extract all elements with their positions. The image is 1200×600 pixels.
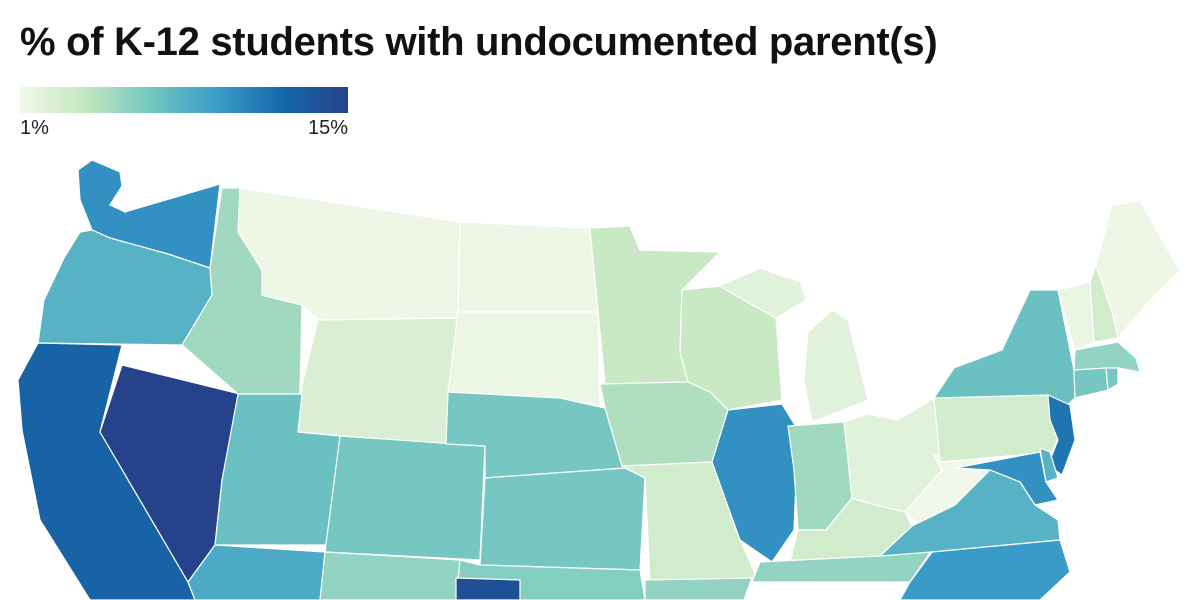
state-mi[interactable] (719, 267, 869, 423)
state-ct[interactable] (1073, 367, 1109, 399)
state-ca[interactable] (17, 342, 196, 600)
state-ri[interactable] (1105, 367, 1119, 391)
state-me[interactable] (1095, 199, 1181, 339)
state-ny[interactable] (933, 289, 1076, 413)
state-az[interactable] (187, 544, 326, 600)
state-nc[interactable] (899, 539, 1071, 600)
legend-max-label: 15% (307, 117, 348, 139)
color-legend: 1% 15% (20, 87, 348, 139)
state-nm[interactable] (319, 551, 461, 600)
state-va[interactable] (879, 469, 1061, 557)
state-nd[interactable] (457, 221, 599, 313)
state-tx[interactable] (455, 577, 521, 600)
state-co[interactable] (324, 435, 486, 561)
state-il[interactable] (711, 403, 799, 563)
state-wy[interactable] (297, 317, 459, 446)
legend-gradient-bar (20, 87, 348, 113)
map-title: % of K-12 students with undocumented par… (20, 20, 938, 64)
state-ar[interactable] (644, 577, 753, 600)
state-ia[interactable] (599, 381, 729, 467)
legend-min-label: 1% (20, 117, 49, 139)
state-ks[interactable] (479, 467, 646, 571)
